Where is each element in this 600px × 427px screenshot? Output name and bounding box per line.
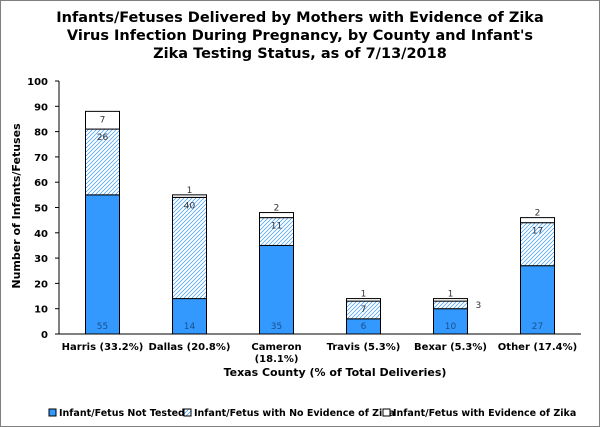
legend-swatch	[48, 408, 57, 417]
x-axis-title: Texas County (% of Total Deliveries)	[224, 366, 447, 379]
x-axis-labels: Harris (33.2%) Dallas (20.8%) Cameron(18.1…	[62, 342, 578, 365]
x-category-label: Cameron	[251, 342, 301, 353]
x-category-label: Dallas (20.8%)	[149, 342, 231, 353]
chart-title-line-2: Virus Infection During Pregnancy, by Cou…	[67, 28, 533, 44]
x-category-label: Other (17.4%)	[498, 342, 577, 353]
x-category-label: Harris (33.2%)	[62, 342, 144, 353]
data-label: 2	[535, 209, 541, 219]
legend-label: Infant/Fetus with No Evidence of Zika	[194, 408, 395, 419]
y-tick-label: 10	[34, 305, 48, 316]
data-label: 1	[361, 290, 367, 300]
data-label: 3	[476, 301, 482, 311]
x-category-label: Travis (5.3%)	[327, 342, 401, 353]
data-label: 14	[184, 322, 196, 332]
data-label: 17	[532, 227, 543, 237]
data-label: 55	[97, 322, 108, 332]
bar-segment	[172, 196, 207, 300]
bar-segment	[85, 110, 120, 130]
chart-title-line-1: Infants/Fetuses Delivered by Mothers wit…	[56, 10, 543, 26]
y-tick-label: 30	[34, 254, 48, 265]
y-tick-label: 40	[34, 229, 48, 240]
data-label: 26	[97, 133, 109, 143]
y-tick-label: 50	[34, 204, 48, 215]
bar-segment	[433, 308, 468, 335]
y-tick-label: 70	[34, 153, 48, 164]
bar-segment	[85, 128, 120, 196]
data-label: 27	[532, 322, 543, 332]
legend-swatch	[382, 408, 391, 417]
chart-title-line-3: Zika Testing Status, as of 7/13/2018	[153, 46, 447, 62]
x-category-label: (18.1%)	[255, 354, 299, 365]
data-label: 2	[274, 204, 280, 214]
bar-segment	[85, 194, 120, 335]
y-tick-label: 100	[27, 77, 48, 88]
data-label: 10	[445, 322, 457, 332]
bar-segment	[172, 194, 207, 198]
data-label: 40	[184, 201, 196, 211]
y-axis-ticks: 0 10 20 30 40 50 60 70 80 90 100	[27, 77, 59, 341]
y-tick-label: 90	[34, 102, 48, 113]
bar-segment	[520, 217, 555, 224]
data-label: 11	[271, 222, 282, 232]
y-tick-label: 60	[34, 178, 48, 189]
legend-swatch	[183, 408, 192, 417]
bar-segment	[520, 222, 555, 267]
data-label: 7	[100, 115, 106, 125]
bar-segment	[433, 300, 468, 310]
chart-title: Infants/Fetuses Delivered by Mothers wit…	[56, 10, 543, 62]
data-label: 1	[448, 290, 454, 300]
x-category-label: Bexar (5.3%)	[414, 342, 487, 353]
data-label: 6	[361, 322, 367, 332]
y-tick-label: 20	[34, 279, 48, 290]
data-label: 35	[271, 322, 282, 332]
bar-segment	[433, 298, 468, 302]
y-axis-title: Number of Infants/Fetuses	[10, 123, 23, 289]
bar-segment	[259, 212, 294, 219]
bar-segment	[259, 244, 294, 335]
legend: Infant/Fetus Not Tested Infant/Fetus with…	[48, 408, 576, 419]
y-tick-label: 0	[41, 330, 48, 341]
bar-segment	[346, 298, 381, 302]
bar-segment	[520, 265, 555, 335]
legend-label: Infant/Fetus Not Tested	[59, 408, 185, 419]
data-label: 1	[187, 186, 193, 196]
data-label: 7	[361, 305, 367, 315]
y-tick-label: 80	[34, 128, 48, 139]
legend-label: Infant/Fetus with Evidence of Zika	[393, 408, 576, 419]
